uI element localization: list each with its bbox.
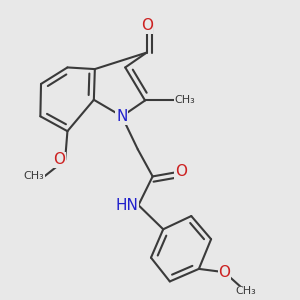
Text: HN: HN [116,198,138,213]
Text: O: O [141,18,153,33]
Text: CH₃: CH₃ [236,286,256,296]
Text: CH₃: CH₃ [24,171,44,182]
Text: CH₃: CH₃ [174,95,195,106]
Text: O: O [53,152,65,167]
Text: N: N [116,109,128,124]
Text: O: O [175,164,187,179]
Text: O: O [218,265,230,280]
